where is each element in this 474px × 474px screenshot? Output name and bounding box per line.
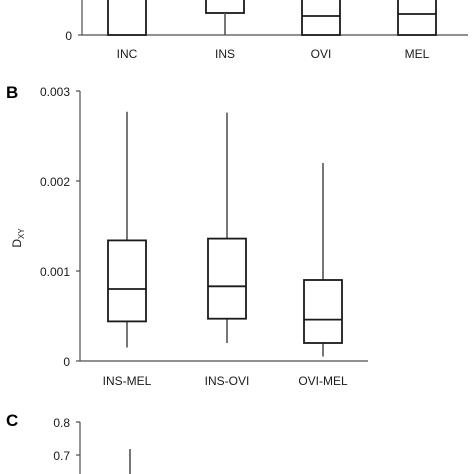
panel-b-categories: INS-MEL INS-OVI OVI-MEL (103, 374, 348, 388)
panel-b-y-label-sub: XY (17, 228, 26, 239)
panel-b-ticks: 0 0.001 0.002 0.003 (40, 85, 80, 369)
panel-b-tick-label-3: 0.003 (40, 85, 70, 99)
panel-a: 0 INC INS OVI MEL (65, 0, 468, 61)
panel-b-category-ovi-mel: OVI-MEL (298, 374, 348, 388)
panel-a-box-ovi (301, 0, 341, 36)
panel-b-tick-label-1: 0.001 (40, 265, 70, 279)
panel-a-box-inc (107, 0, 147, 36)
panel-c: C 0.8 0.7 (6, 411, 131, 474)
panel-b-box-ins-ovi (207, 237, 247, 320)
panel-b-category-ins-ovi: INS-OVI (205, 374, 250, 388)
panel-a-box-mel (397, 0, 437, 36)
panel-b-tick-label-0: 0 (63, 355, 70, 369)
panel-b-tick-label-2: 0.002 (40, 175, 70, 189)
panel-b-y-label-main: D (10, 239, 24, 248)
panel-c-tick-label-1: 0.7 (53, 449, 70, 463)
panel-a-category-inc: INC (117, 47, 138, 61)
panel-a-category-mel: MEL (405, 47, 430, 61)
panel-a-tick-label-0: 0 (65, 29, 72, 43)
panel-b-box-ins-mel (107, 239, 147, 323)
panel-b-letter: B (6, 83, 18, 102)
panel-b: B DXY 0 0.001 0.002 0.003 INS-MEL INS-OVI OVI… (6, 83, 368, 388)
panel-c-tick-label-0: 0.8 (53, 416, 70, 430)
panel-a-category-ovi: OVI (311, 47, 332, 61)
panel-b-boxes (107, 111, 343, 357)
panel-b-y-axis-label: DXY (10, 228, 26, 248)
panel-a-box-ins (205, 0, 245, 14)
panel-c-letter: C (6, 411, 18, 430)
panel-b-box-ovi-mel (303, 279, 343, 344)
panel-b-category-ins-mel: INS-MEL (103, 374, 152, 388)
panel-a-category-ins: INS (215, 47, 235, 61)
